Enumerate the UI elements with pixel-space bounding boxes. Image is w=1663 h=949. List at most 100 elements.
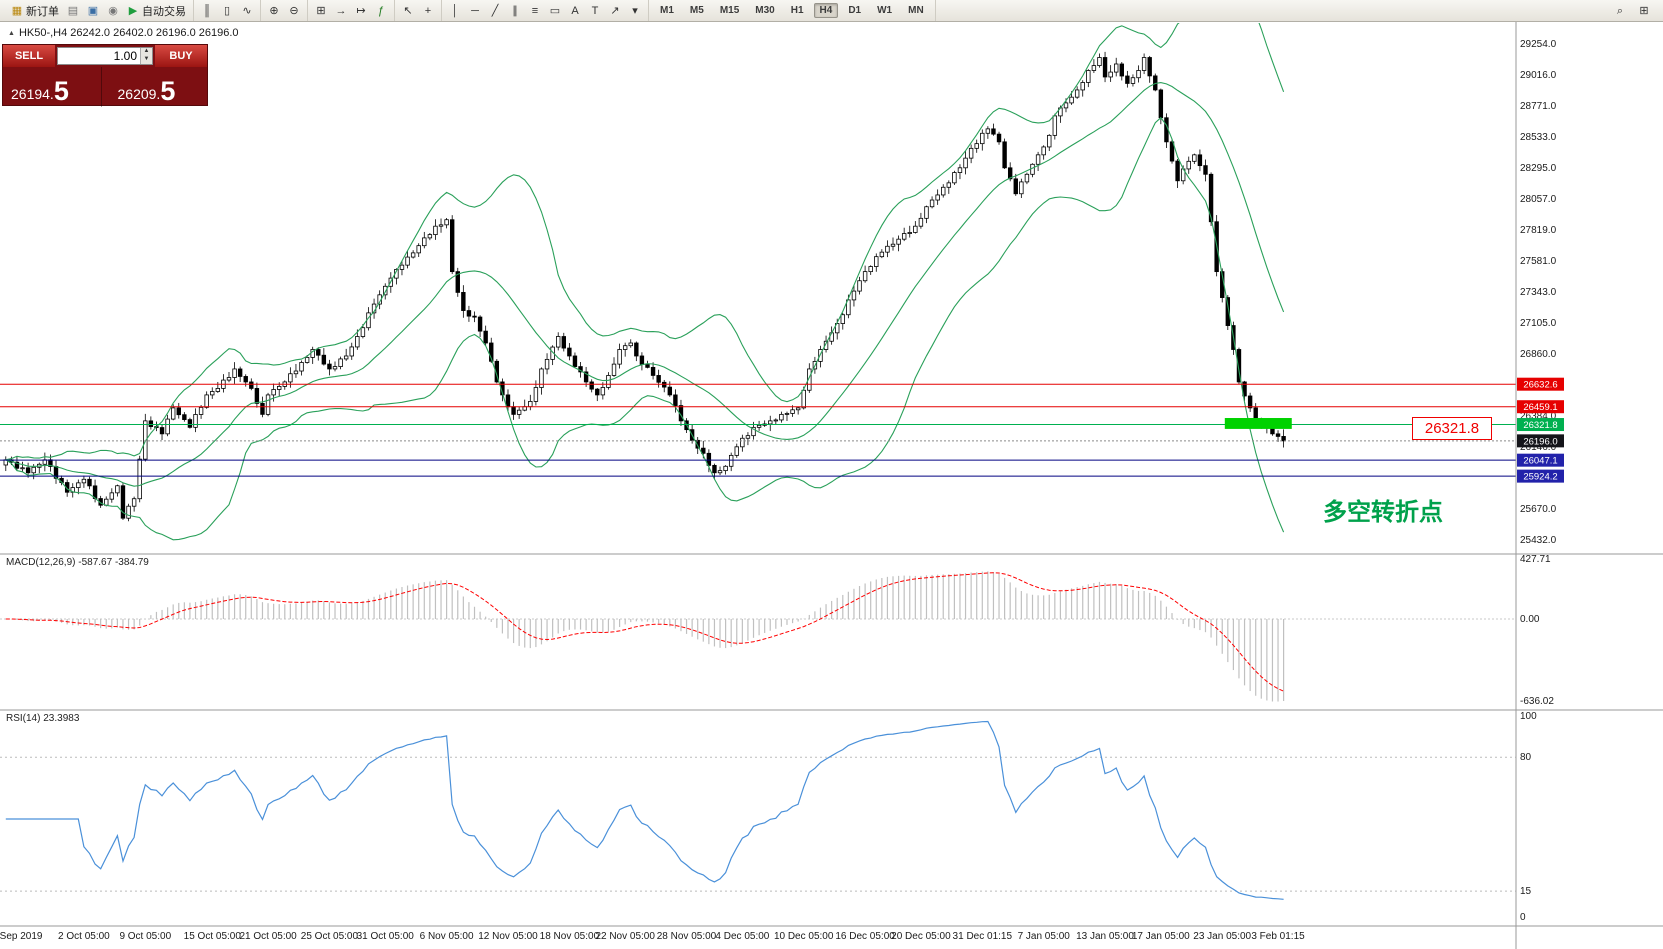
channel-button[interactable]: ∥: [506, 3, 524, 19]
horizontal-lines[interactable]: [0, 383, 1516, 477]
chart-type-group: ║ ▯ ∿: [194, 0, 261, 21]
svg-text:26321.8: 26321.8: [1523, 420, 1557, 431]
order-group: ▦ 新订单 ▤ ▣ ◉ ▶ 自动交易: [4, 0, 194, 21]
svg-text:27343.0: 27343.0: [1520, 287, 1557, 298]
charts-icon: ▤: [67, 4, 79, 17]
horizontal-line-button[interactable]: ─: [466, 3, 484, 19]
svg-text:28057.0: 28057.0: [1520, 194, 1557, 205]
timeframe-MN[interactable]: MN: [908, 5, 924, 16]
tile-windows-button[interactable]: ⊞: [312, 3, 330, 19]
candles-layer: [3, 51, 1286, 522]
svg-text:5 Sep 2019: 5 Sep 2019: [0, 931, 43, 942]
volume-down-icon[interactable]: ▼: [141, 56, 152, 64]
draw-group: │ ─ ╱ ∥ ≡ ▭ A T ↗ ▾: [442, 0, 649, 21]
main-toolbar: ▦ 新订单 ▤ ▣ ◉ ▶ 自动交易 ║ ▯ ∿ ⊕ ⊖ ⊞ → ↦ ƒ ↖ + │ ─ ╱ ∥ ≡ ▭ A T ↗ ▾ M1 M5 M1…: [0, 0, 1663, 22]
price-badge: [1517, 377, 1564, 391]
svg-text:9 Oct 05:00: 9 Oct 05:00: [119, 931, 171, 942]
svg-text:27581.0: 27581.0: [1520, 256, 1557, 267]
svg-text:27105.0: 27105.0: [1520, 318, 1557, 329]
text-button[interactable]: A: [566, 3, 584, 19]
svg-text:25 Oct 05:00: 25 Oct 05:00: [301, 931, 359, 942]
svg-text:80: 80: [1520, 752, 1532, 763]
svg-text:26860.0: 26860.0: [1520, 349, 1557, 360]
price-scale[interactable]: 29254.0 29016.0 28771.0 28533.0 28295.0 28057…: [1517, 39, 1564, 546]
price-callout-box[interactable]: 26321.8: [1412, 417, 1492, 440]
svg-text:7 Jan 05:00: 7 Jan 05:00: [1018, 931, 1071, 942]
svg-text:0: 0: [1520, 912, 1526, 923]
timeframe-D1[interactable]: D1: [848, 5, 862, 16]
charts-button[interactable]: ▤: [64, 3, 82, 19]
search-button[interactable]: ⌕: [1611, 3, 1629, 19]
label-icon: T: [591, 4, 599, 17]
new-order-button[interactable]: ▦ 新订单: [8, 2, 62, 20]
shapes-icon: ▭: [549, 4, 561, 17]
tile-windows-icon: ⊞: [316, 4, 326, 17]
auto-trading-button[interactable]: ▶ 自动交易: [124, 2, 189, 20]
vertical-line-button[interactable]: │: [446, 3, 464, 19]
panel-dividers[interactable]: [0, 22, 1663, 949]
buy-price-big: 5: [160, 76, 176, 106]
timeframe-H4[interactable]: H4: [813, 3, 839, 18]
market-watch-button[interactable]: ◉: [104, 3, 122, 19]
label-button[interactable]: T: [586, 3, 604, 19]
zoom-out-button[interactable]: ⊖: [285, 3, 303, 19]
profiles-button[interactable]: ▣: [84, 3, 102, 19]
volume-up-icon[interactable]: ▲: [141, 48, 152, 56]
highlight-rectangle[interactable]: [1224, 418, 1292, 429]
new-window-button[interactable]: ⊞: [1635, 3, 1653, 19]
bars-chart-icon: ║: [203, 4, 211, 17]
indicators-button[interactable]: ƒ: [372, 3, 390, 19]
chart-shift-icon: ↦: [356, 4, 366, 17]
arrows-button[interactable]: ↗: [606, 3, 624, 19]
shapes-button[interactable]: ▭: [546, 3, 564, 19]
svg-text:25924.2: 25924.2: [1523, 472, 1557, 483]
volume-value[interactable]: 1.00: [113, 49, 137, 63]
rsi-indicator-label: RSI(14) 23.3983: [6, 713, 80, 724]
arrow-tool-icon: ↗: [610, 4, 620, 17]
line-chart-button[interactable]: ∿: [238, 3, 256, 19]
bollinger-bands: [5, 23, 1285, 541]
svg-text:26047.1: 26047.1: [1523, 456, 1557, 467]
timeframe-M15[interactable]: M15: [719, 5, 740, 16]
svg-text:15 Oct 05:00: 15 Oct 05:00: [184, 931, 242, 942]
crosshair-button[interactable]: +: [419, 3, 437, 19]
volume-field[interactable]: 1.00 ▲ ▼: [57, 47, 153, 65]
svg-text:25670.0: 25670.0: [1520, 504, 1557, 515]
auto-scroll-button[interactable]: →: [332, 3, 350, 19]
time-axis[interactable]: 5 Sep 2019 2 Oct 05:00 9 Oct 05:00 15 Oct 0…: [0, 931, 1305, 942]
timeframe-M30[interactable]: M30: [755, 5, 775, 16]
cursor-button[interactable]: ↖: [399, 3, 417, 19]
cursor-group: ↖ +: [395, 0, 442, 21]
svg-text:23 Jan 05:00: 23 Jan 05:00: [1193, 931, 1251, 942]
candlestick-button[interactable]: ▯: [218, 3, 236, 19]
crosshair-icon: +: [424, 4, 432, 17]
svg-text:26632.6: 26632.6: [1523, 380, 1557, 391]
play-icon: ▶: [128, 4, 138, 17]
fibonacci-button[interactable]: ≡: [526, 3, 544, 19]
buy-button[interactable]: BUY: [155, 45, 207, 67]
svg-text:26459.1: 26459.1: [1523, 402, 1557, 413]
timeframe-H1[interactable]: H1: [790, 5, 804, 16]
timeframe-W1[interactable]: W1: [877, 5, 893, 16]
trendline-button[interactable]: ╱: [486, 3, 504, 19]
timeframe-M5[interactable]: M5: [689, 5, 704, 16]
arrows-dropdown[interactable]: ▾: [626, 3, 644, 19]
sell-button[interactable]: SELL: [3, 45, 55, 67]
price-badge: [1517, 453, 1564, 467]
zoom-in-button[interactable]: ⊕: [265, 3, 283, 19]
buy-price[interactable]: 26209. 5: [100, 67, 208, 107]
turning-point-annotation[interactable]: 多空转折点: [1323, 499, 1443, 526]
svg-text:28295.0: 28295.0: [1520, 163, 1557, 174]
svg-text:25432.0: 25432.0: [1520, 535, 1557, 546]
sell-price[interactable]: 26194. 5: [3, 67, 101, 107]
svg-text:4 Dec 05:00: 4 Dec 05:00: [715, 931, 769, 942]
svg-text:31 Oct 05:00: 31 Oct 05:00: [357, 931, 415, 942]
chart-shift-button[interactable]: ↦: [352, 3, 370, 19]
ohlc-bars-button[interactable]: ║: [198, 3, 216, 19]
new-order-icon: ▦: [11, 4, 23, 17]
fibonacci-icon: ≡: [531, 4, 539, 17]
one-click-trading-panel: SELL 1.00 ▲ ▼ BUY 26194. 5 26209. 5: [2, 44, 208, 107]
timeframe-M1[interactable]: M1: [660, 5, 674, 16]
svg-text:6 Nov 05:00: 6 Nov 05:00: [420, 931, 474, 942]
